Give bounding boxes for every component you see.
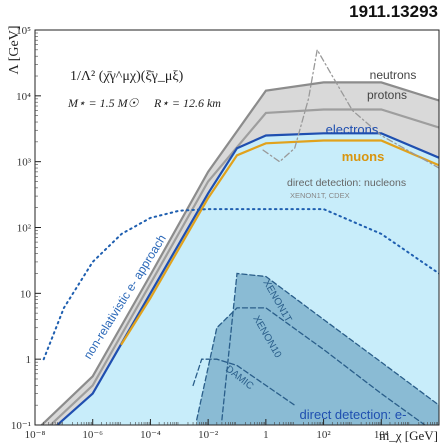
x-tick-label: 10⁻²	[198, 429, 219, 441]
star-radius-annotation: R⋆ = 12.6 km	[153, 96, 221, 110]
series-line-xenon1t	[221, 272, 439, 421]
series-line-muons	[120, 139, 439, 346]
y-tick-label: 10²	[17, 223, 32, 235]
x-tick-label: 10⁴	[374, 429, 389, 441]
direct-detection-e-region	[196, 273, 439, 425]
label-neutrons: neutrons	[370, 68, 417, 82]
x-tick-label: 10⁻⁶	[82, 429, 103, 441]
tick-layer: 10⁻⁸ 10⁻⁶ 10⁻⁴ 10⁻² 1 10² 10⁴ 10⁻¹ 1 10 10² 10³ 10⁴ 1…	[11, 25, 438, 441]
label-nucleon-experiments: XENON1T, CDEX	[290, 191, 350, 200]
x-tick-label: 1	[263, 429, 269, 441]
series-line-neutrons	[40, 81, 439, 425]
arxiv-id: 1911.13293	[349, 2, 438, 21]
series-line-xenon10	[196, 307, 426, 425]
series-line-electrons	[55, 132, 439, 425]
y-tick-label: 10⁵	[16, 25, 31, 37]
x-axis-label: m_χ [GeV]	[379, 428, 438, 443]
y-tick-label: 10³	[17, 157, 32, 169]
x-tick-label: 10⁻⁸	[25, 429, 46, 441]
label-direct-detection-e: direct detection: e-	[300, 407, 407, 422]
regions-layer	[35, 82, 439, 425]
series-line-direct-detection-nucleons	[262, 47, 439, 169]
y-tick-label: 10⁻¹	[11, 420, 31, 432]
star-mass-annotation: M⋆ = 1.5 M☉	[67, 96, 140, 110]
label-electrons: electrons	[326, 122, 379, 137]
label-muons: muons	[342, 149, 385, 164]
operator-annotation: 1/Λ² (χ̄γ^μχ)(ξ̄γ_μξ)	[70, 69, 184, 84]
series-line-damic	[192, 358, 296, 406]
y-tick-label: 10⁴	[16, 91, 31, 103]
y-tick-label: 1	[26, 354, 32, 366]
y-tick-label: 10	[20, 288, 32, 300]
label-direct-detection-nucleons: direct detection: nucleons	[287, 177, 406, 189]
series-layer	[40, 47, 439, 425]
y-axis-label: Λ [GeV]	[7, 25, 22, 74]
label-protons: protons	[367, 88, 407, 102]
x-tick-label: 10²	[316, 429, 331, 441]
x-tick-label: 10⁻⁴	[140, 429, 161, 441]
